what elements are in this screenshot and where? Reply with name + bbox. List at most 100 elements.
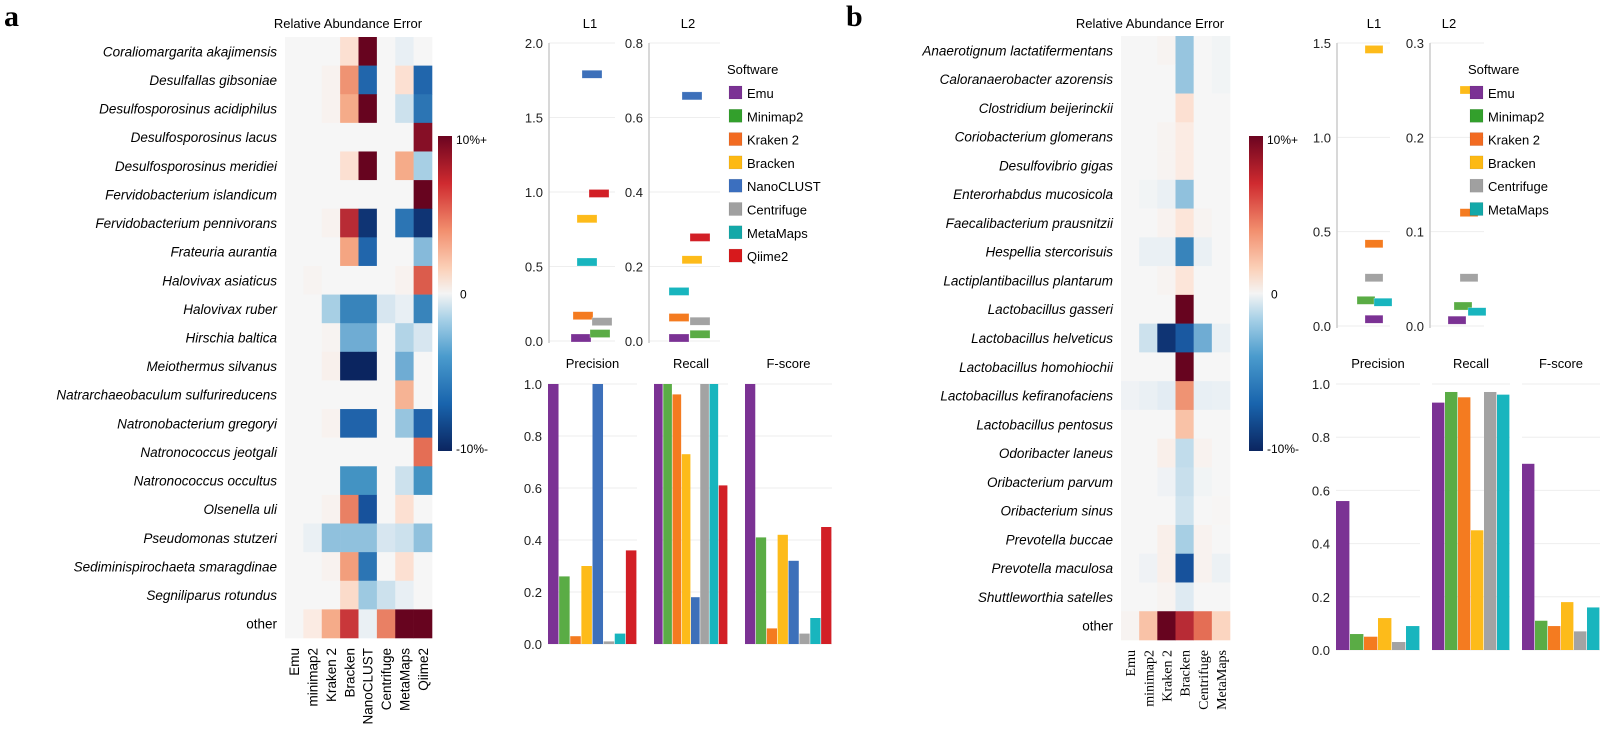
y-tick-label: 0.0 <box>525 334 543 349</box>
legend-swatch <box>728 109 743 123</box>
heatmap-cell <box>1121 179 1140 209</box>
heatmap-cell <box>1193 524 1213 555</box>
row-label: Lactobacillus kefiranofaciens <box>940 389 1113 404</box>
column-label: Kraken 2 <box>324 648 339 702</box>
heatmap-cell <box>1157 36 1176 66</box>
heatmap-cell <box>303 351 323 381</box>
heatmap-cell <box>376 237 396 267</box>
subplot-title: F-score <box>1539 356 1583 371</box>
heatmap-cell <box>321 180 341 210</box>
heatmap-cell <box>358 94 378 124</box>
heatmap-cell <box>1211 294 1231 324</box>
row-label: Desulfosporosinus lacus <box>131 130 278 145</box>
y-tick-label: 0.2 <box>625 260 643 275</box>
heatmap-cell <box>1157 237 1176 267</box>
heatmap-cell <box>413 437 433 467</box>
heatmap-cell <box>303 208 323 238</box>
heatmap-cell <box>1211 496 1231 526</box>
heatmap-cell <box>358 609 378 639</box>
y-tick-label: 0.5 <box>1313 225 1331 240</box>
heatmap-cell <box>1157 294 1176 324</box>
heatmap-cell <box>1139 266 1158 296</box>
panel-letter-b: b <box>846 0 863 33</box>
subplot-title: Precision <box>1351 356 1404 371</box>
heatmap-cell <box>303 151 323 181</box>
heatmap-cell <box>1175 467 1194 497</box>
heatmap-cell <box>358 208 378 238</box>
row-label: Natronobacterium gregoryi <box>117 416 278 431</box>
colorbar-min-label: -10%- <box>1267 442 1299 456</box>
heatmap-cell <box>321 237 341 267</box>
y-tick-label: 0.6 <box>524 481 542 496</box>
heatmap-cell <box>413 237 433 267</box>
heatmap-cell <box>413 208 433 238</box>
heatmap-cell <box>303 94 323 124</box>
column-label: Centrifuge <box>1197 650 1212 710</box>
heatmap-cell <box>1175 438 1194 468</box>
heatmap-cell <box>1157 553 1176 583</box>
heatmap-cell <box>1193 151 1213 181</box>
marker <box>589 329 611 338</box>
marker <box>588 189 610 198</box>
marker <box>681 91 703 101</box>
legend-swatch <box>1469 155 1484 170</box>
marker <box>689 233 711 242</box>
row-label: Desulfosporosinus meridiei <box>115 159 278 174</box>
y-tick-label: 1.0 <box>524 377 542 392</box>
heatmap-cell <box>395 609 414 639</box>
heatmap-cell <box>321 552 341 582</box>
heatmap-cell <box>1175 64 1194 94</box>
heatmap-cell <box>1157 438 1176 468</box>
bar <box>570 636 581 644</box>
legend-swatch <box>728 155 743 170</box>
bar <box>755 537 767 644</box>
heatmap-cell <box>1121 438 1140 468</box>
heatmap-cell <box>1175 179 1194 209</box>
heatmap-cell <box>1175 122 1194 152</box>
heatmap-cell <box>1211 36 1231 66</box>
bar <box>1432 402 1445 650</box>
heatmap-cell <box>395 265 414 295</box>
heatmap-cell <box>1211 93 1231 123</box>
column-label: Centrifuge <box>379 648 394 710</box>
heatmap-cell <box>413 151 433 181</box>
marker <box>668 333 690 343</box>
heatmap-cell <box>1175 381 1194 411</box>
marker <box>668 287 690 296</box>
heatmap-cell <box>1157 524 1176 555</box>
bar <box>745 384 756 644</box>
bar <box>821 527 832 644</box>
legend-label: Qiime2 <box>747 249 788 264</box>
row-label: Hespellia stercorisuis <box>985 245 1113 260</box>
legend-swatch <box>728 85 743 100</box>
heatmap-cell <box>303 323 323 353</box>
legend-label: MetaMaps <box>1488 203 1549 218</box>
heatmap-cell <box>1157 381 1176 411</box>
heatmap-cell <box>1121 611 1140 641</box>
heatmap-cell <box>376 466 396 496</box>
bar <box>1406 626 1420 650</box>
heatmap-cell <box>1139 409 1158 439</box>
row-label: Natrarchaeobaculum sulfurireducens <box>56 388 277 403</box>
marker <box>1453 301 1473 311</box>
heatmap-cell <box>413 294 433 324</box>
heatmap-cell <box>413 180 433 210</box>
heatmap-cell <box>413 323 433 353</box>
heatmap-cell <box>413 552 433 582</box>
heatmap-cell <box>395 466 414 496</box>
row-label: Pseudomonas stutzeri <box>143 531 278 546</box>
heatmap-cell <box>1121 208 1140 238</box>
legend-title: Software <box>727 62 778 77</box>
heatmap-cell <box>321 580 341 610</box>
l2-title-b: L2 <box>1442 16 1456 31</box>
heatmap-cell <box>1211 266 1231 296</box>
bar <box>1458 397 1471 650</box>
heatmap-cell <box>285 580 304 610</box>
heatmap-cell <box>1139 122 1158 152</box>
heatmap-cell <box>285 552 304 582</box>
heatmap-cell <box>1139 179 1158 209</box>
heatmap-cell <box>1139 524 1158 555</box>
y-tick-label: 1.0 <box>1312 377 1330 392</box>
heatmap-cell <box>1139 352 1158 382</box>
heatmap-cell <box>340 65 359 95</box>
